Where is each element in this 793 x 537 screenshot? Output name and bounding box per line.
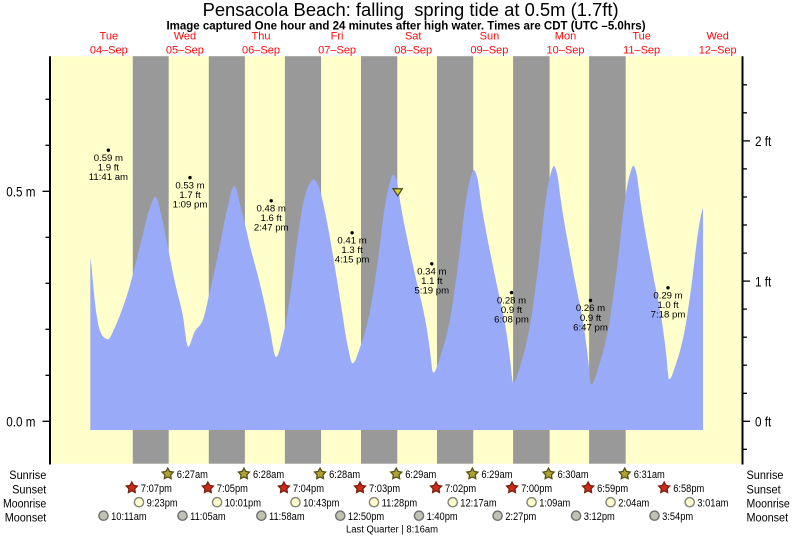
svg-text:05–Sep: 05–Sep <box>166 45 204 57</box>
svg-text:1.6 ft: 1.6 ft <box>261 213 283 224</box>
svg-text:1.3 ft: 1.3 ft <box>341 245 363 256</box>
svg-text:3:54pm: 3:54pm <box>662 511 693 523</box>
svg-text:1 ft: 1 ft <box>755 273 771 289</box>
svg-text:11:28pm: 11:28pm <box>382 498 418 510</box>
svg-text:10:43pm: 10:43pm <box>303 498 339 510</box>
svg-text:Fri: Fri <box>331 31 344 43</box>
svg-text:Mon: Mon <box>555 31 576 43</box>
svg-text:6:58pm: 6:58pm <box>673 483 704 495</box>
svg-text:0.0 m: 0.0 m <box>6 414 35 430</box>
svg-text:12:17am: 12:17am <box>460 498 496 510</box>
svg-text:6:30am: 6:30am <box>558 469 589 481</box>
svg-text:Sunrise: Sunrise <box>747 470 784 482</box>
svg-text:Last Quarter | 8:16am: Last Quarter | 8:16am <box>346 525 438 536</box>
svg-text:0.9 ft: 0.9 ft <box>501 305 523 316</box>
svg-text:12:50pm: 12:50pm <box>348 511 384 523</box>
svg-text:3:12pm: 3:12pm <box>584 511 615 523</box>
svg-text:Pensacola Beach: falling spri: Pensacola Beach: falling spring tide at … <box>203 0 619 20</box>
svg-text:1.9 ft: 1.9 ft <box>98 163 120 174</box>
svg-text:7:03pm: 7:03pm <box>369 483 400 495</box>
svg-text:04–Sep: 04–Sep <box>90 45 128 57</box>
svg-text:7:04pm: 7:04pm <box>293 483 324 495</box>
svg-text:6:08 pm: 6:08 pm <box>494 315 529 326</box>
svg-text:6:28am: 6:28am <box>253 469 284 481</box>
svg-text:0.5 m: 0.5 m <box>6 184 35 200</box>
svg-text:Sat: Sat <box>405 31 422 43</box>
svg-text:0.29 m: 0.29 m <box>653 291 682 302</box>
svg-text:6:29am: 6:29am <box>481 469 512 481</box>
svg-text:11:05am: 11:05am <box>190 511 226 523</box>
svg-text:Image captured One hour and 24: Image captured One hour and 24 minutes a… <box>166 21 645 33</box>
svg-text:7:02pm: 7:02pm <box>445 483 476 495</box>
svg-text:0.28 m: 0.28 m <box>497 295 526 306</box>
svg-text:07–Sep: 07–Sep <box>318 45 356 57</box>
svg-text:0.48 m: 0.48 m <box>257 204 286 215</box>
svg-text:Sunrise: Sunrise <box>9 470 46 482</box>
svg-text:6:31am: 6:31am <box>634 469 665 481</box>
svg-text:1.1 ft: 1.1 ft <box>421 276 443 287</box>
svg-text:7:05pm: 7:05pm <box>217 483 248 495</box>
svg-text:0.34 m: 0.34 m <box>417 267 446 278</box>
svg-text:1.7 ft: 1.7 ft <box>179 190 201 201</box>
svg-text:2:04am: 2:04am <box>618 498 649 510</box>
svg-text:Moonrise: Moonrise <box>747 499 790 511</box>
svg-text:11:41 am: 11:41 am <box>89 172 128 183</box>
svg-text:4:15 pm: 4:15 pm <box>335 255 370 266</box>
svg-text:Thu: Thu <box>252 31 271 43</box>
svg-text:7:18 pm: 7:18 pm <box>651 310 686 321</box>
svg-text:1:09 pm: 1:09 pm <box>173 200 208 211</box>
svg-text:7:07pm: 7:07pm <box>141 483 172 495</box>
svg-text:9:23pm: 9:23pm <box>147 498 178 510</box>
svg-text:08–Sep: 08–Sep <box>394 45 432 57</box>
svg-text:Wed: Wed <box>174 31 196 43</box>
svg-text:6:28am: 6:28am <box>329 469 360 481</box>
svg-text:2:47 pm: 2:47 pm <box>254 223 289 234</box>
svg-text:09–Sep: 09–Sep <box>470 45 508 57</box>
svg-text:5:19 pm: 5:19 pm <box>414 286 449 297</box>
svg-text:7:00pm: 7:00pm <box>521 483 552 495</box>
svg-text:0.41 m: 0.41 m <box>337 236 366 247</box>
svg-text:06–Sep: 06–Sep <box>242 45 280 57</box>
svg-text:Sunset: Sunset <box>747 484 782 496</box>
svg-text:2 ft: 2 ft <box>755 133 771 149</box>
svg-text:Wed: Wed <box>706 31 728 43</box>
svg-text:1:09am: 1:09am <box>539 498 570 510</box>
svg-text:11:58am: 11:58am <box>269 511 305 523</box>
svg-text:10–Sep: 10–Sep <box>547 45 585 57</box>
svg-text:1.0 ft: 1.0 ft <box>657 300 679 311</box>
svg-text:Moonset: Moonset <box>747 513 789 525</box>
svg-text:3:01am: 3:01am <box>697 498 728 510</box>
svg-text:0.26 m: 0.26 m <box>576 303 605 314</box>
svg-text:6:27am: 6:27am <box>177 469 208 481</box>
svg-text:1:40pm: 1:40pm <box>427 511 458 523</box>
svg-text:2:27pm: 2:27pm <box>505 511 536 523</box>
svg-text:Tue: Tue <box>100 31 119 43</box>
svg-text:0.53 m: 0.53 m <box>175 180 204 191</box>
svg-text:6:29am: 6:29am <box>405 469 436 481</box>
svg-text:Moonrise: Moonrise <box>3 499 46 511</box>
svg-text:6:47 pm: 6:47 pm <box>573 322 608 333</box>
svg-text:Sun: Sun <box>480 31 500 43</box>
svg-text:6:59pm: 6:59pm <box>597 483 628 495</box>
svg-text:0.59 m: 0.59 m <box>94 153 123 164</box>
svg-text:11–Sep: 11–Sep <box>623 45 660 57</box>
svg-text:Sunset: Sunset <box>12 484 47 496</box>
svg-text:10:01pm: 10:01pm <box>225 498 261 510</box>
svg-text:Moonset: Moonset <box>5 513 47 525</box>
svg-text:Tue: Tue <box>632 31 651 43</box>
svg-text:0 ft: 0 ft <box>755 414 771 430</box>
svg-text:0.9 ft: 0.9 ft <box>580 313 602 324</box>
svg-text:10:11am: 10:11am <box>111 511 147 523</box>
svg-text:12–Sep: 12–Sep <box>699 45 737 57</box>
